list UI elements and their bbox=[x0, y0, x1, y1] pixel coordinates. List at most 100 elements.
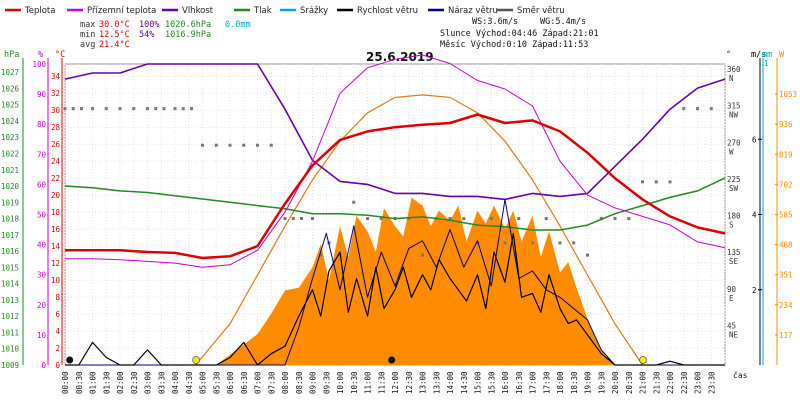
wind-direction-point bbox=[696, 107, 699, 111]
wind-direction-point bbox=[599, 217, 603, 220]
time-tick-label: 03:30 bbox=[157, 371, 166, 394]
c-tick-label: 16 bbox=[51, 225, 61, 234]
time-tick-label: 10:30 bbox=[350, 371, 359, 394]
wind-speed-line bbox=[65, 232, 725, 366]
hpa-tick-label: 1012 bbox=[1, 312, 19, 321]
wind-direction-point bbox=[104, 107, 108, 111]
stat-min-temp: 12.5°C bbox=[99, 30, 130, 40]
hpa-tick-label: 1024 bbox=[1, 117, 20, 126]
legend-label: Náraz větru bbox=[448, 6, 498, 16]
c-tick-label: 20 bbox=[51, 191, 61, 200]
wind-direction-point bbox=[641, 180, 644, 184]
hpa-tick-label: 1011 bbox=[1, 328, 19, 337]
c-tick-label: 2 bbox=[55, 344, 60, 353]
time-tick-label: 15:30 bbox=[487, 371, 496, 394]
time-tick-label: 07:00 bbox=[254, 371, 263, 394]
time-tick-label: 17:00 bbox=[529, 371, 538, 394]
legend-label: Přízemní teplota bbox=[87, 6, 156, 16]
time-tick-label: 06:30 bbox=[240, 371, 249, 394]
hpa-tick-label: 1015 bbox=[1, 263, 19, 272]
pct-tick-label: 70 bbox=[37, 150, 47, 159]
time-tick-label: 16:30 bbox=[515, 371, 524, 394]
wind-direction-point bbox=[132, 107, 136, 111]
stat-max-rain: 0.0mm bbox=[225, 20, 251, 30]
stats-block: max 30.0°C 100% 1020.6hPa 0.0mm min 12.5… bbox=[80, 17, 599, 50]
pct-tick-label: 30 bbox=[37, 271, 47, 280]
deg-axis-title: ° bbox=[726, 50, 731, 60]
direction-degree-label: 90 bbox=[727, 285, 737, 294]
pct-tick-label: 80 bbox=[37, 120, 47, 129]
pct-tick-label: 100 bbox=[32, 60, 46, 69]
wind-direction-point bbox=[613, 217, 617, 220]
temperature-line bbox=[65, 113, 726, 260]
wind-direction-point bbox=[531, 241, 534, 245]
wind-direction-point bbox=[146, 107, 149, 111]
theoretical-solar-line bbox=[195, 94, 643, 366]
time-tick-label: 08:30 bbox=[295, 371, 304, 394]
wind-direction-point bbox=[462, 217, 466, 220]
wind-direction-point bbox=[668, 180, 672, 184]
c-tick-label: 26 bbox=[51, 140, 61, 149]
direction-compass-label: W bbox=[729, 147, 734, 156]
time-tick-label: 13:30 bbox=[432, 371, 441, 394]
w-tick-label: 702 bbox=[779, 180, 793, 189]
c-tick-label: 6 bbox=[55, 310, 60, 319]
time-tick-label: 20:30 bbox=[625, 371, 634, 394]
ms-tick-label: 2 bbox=[752, 286, 757, 295]
direction-compass-label: SE bbox=[729, 257, 739, 266]
stat-avg-label: avg bbox=[80, 40, 95, 50]
time-tick-label: 01:30 bbox=[102, 371, 111, 394]
wind-direction-point bbox=[476, 241, 479, 245]
c-tick-label: 8 bbox=[55, 293, 60, 302]
c-tick-label: 22 bbox=[51, 174, 60, 183]
time-tick-label: 07:30 bbox=[267, 371, 276, 394]
pct-tick-label: 90 bbox=[37, 90, 47, 99]
time-tick-label: 22:30 bbox=[680, 371, 689, 394]
wind-direction-point bbox=[503, 241, 507, 245]
stat-min-label: min bbox=[80, 30, 95, 40]
stat-ws: WS:3.6m/s bbox=[472, 17, 518, 27]
time-tick-label: 06:00 bbox=[226, 371, 235, 394]
pct-tick-label: 20 bbox=[37, 301, 47, 310]
moonrise-marker bbox=[66, 356, 74, 364]
direction-degree-label: 315 bbox=[727, 102, 741, 111]
stat-moon: Měsíc Východ:0:10 Západ:11:53 bbox=[440, 40, 588, 50]
wind-direction-point bbox=[291, 217, 295, 220]
time-tick-label: 10:00 bbox=[336, 371, 345, 394]
stat-sun: Slunce Východ:04:46 Západ:21:01 bbox=[440, 29, 599, 39]
wind-direction-point bbox=[544, 217, 548, 220]
wind-direction-point bbox=[118, 107, 122, 111]
direction-compass-label: E bbox=[729, 294, 734, 303]
hpa-tick-label: 1022 bbox=[1, 149, 19, 158]
pct-tick-label: 60 bbox=[37, 180, 47, 189]
wind-direction-point bbox=[80, 107, 83, 111]
marker-layer bbox=[66, 356, 647, 364]
pct-tick-label: 40 bbox=[37, 241, 47, 250]
wind-direction-point bbox=[173, 107, 177, 111]
chart-date: 25.6.2019 bbox=[366, 50, 434, 64]
wind-direction-point bbox=[63, 107, 67, 111]
c-tick-label: 30 bbox=[51, 106, 61, 115]
direction-degree-label: 360 bbox=[727, 65, 741, 74]
time-tick-label: 16:00 bbox=[501, 371, 510, 394]
time-tick-label: 01:00 bbox=[89, 371, 98, 394]
stat-min-hum: 54% bbox=[139, 30, 154, 40]
time-tick-label: 11:30 bbox=[377, 371, 386, 394]
time-tick-label: 18:00 bbox=[556, 371, 565, 394]
c-tick-label: 12 bbox=[51, 259, 60, 268]
direction-compass-label: NW bbox=[729, 111, 739, 120]
hpa-tick-label: 1021 bbox=[1, 166, 19, 175]
time-tick-label: 02:00 bbox=[116, 371, 125, 394]
direction-degree-label: 180 bbox=[727, 212, 741, 221]
time-tick-label: 18:30 bbox=[570, 371, 579, 394]
mm-axis-title: mm bbox=[762, 50, 772, 60]
humidity-line bbox=[64, 63, 726, 201]
c-tick-label: 28 bbox=[51, 123, 61, 132]
hpa-tick-label: 1010 bbox=[1, 345, 20, 354]
pct-tick-label: 10 bbox=[37, 331, 47, 340]
w-axis-title: W bbox=[779, 50, 785, 60]
wind-direction-point bbox=[709, 107, 713, 111]
time-tick-label: 02:30 bbox=[130, 371, 139, 394]
stat-max-temp: 30.0°C bbox=[99, 20, 130, 30]
wind-direction-point bbox=[190, 107, 193, 111]
